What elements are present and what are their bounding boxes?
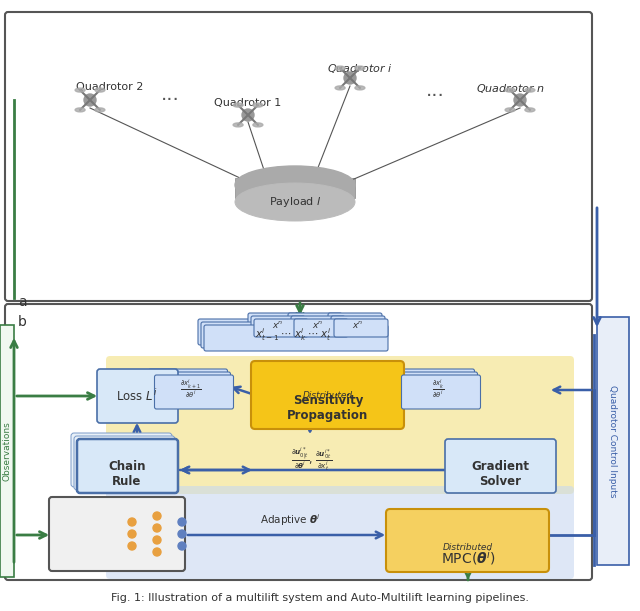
Ellipse shape [525,88,535,92]
FancyBboxPatch shape [291,316,345,334]
Text: Quadrotor 2: Quadrotor 2 [76,82,144,92]
Text: Chain
Rule: Chain Rule [108,460,146,488]
Ellipse shape [505,88,515,92]
FancyBboxPatch shape [386,509,549,572]
Text: $\frac{\partial x_k^i}{\partial \theta^i}$: $\frac{\partial x_k^i}{\partial \theta^i… [432,378,444,400]
Text: $x^n$: $x^n$ [272,320,284,331]
FancyBboxPatch shape [445,439,556,493]
Ellipse shape [335,86,345,90]
FancyBboxPatch shape [204,325,388,351]
FancyBboxPatch shape [294,319,348,337]
FancyBboxPatch shape [251,316,305,334]
FancyBboxPatch shape [198,319,382,345]
Text: $x^n$: $x^n$ [352,320,364,331]
Text: Quadrotor $n$: Quadrotor $n$ [476,82,545,95]
Text: ...: ... [426,81,444,100]
Text: Gradient
Solver: Gradient Solver [482,447,518,467]
Ellipse shape [95,108,105,112]
FancyBboxPatch shape [71,433,172,487]
FancyBboxPatch shape [148,369,227,403]
Ellipse shape [233,103,243,107]
Circle shape [128,542,136,550]
Circle shape [178,518,186,526]
Ellipse shape [505,108,515,112]
Ellipse shape [525,108,535,112]
Ellipse shape [355,66,365,70]
Circle shape [242,109,254,121]
Ellipse shape [355,86,365,90]
Text: Observations: Observations [3,421,12,481]
FancyBboxPatch shape [334,319,388,337]
Ellipse shape [253,123,263,127]
FancyBboxPatch shape [74,436,175,490]
Text: Gradient
Solver: Gradient Solver [471,460,529,488]
Text: Fig. 1: Illustration of a multilift system and Auto-Multilift learning pipelines: Fig. 1: Illustration of a multilift syst… [111,593,529,603]
FancyBboxPatch shape [288,313,342,331]
Ellipse shape [335,66,345,70]
Text: a: a [18,295,27,309]
Text: Loss $L^i$: Loss $L^i$ [116,388,157,404]
Ellipse shape [95,88,105,92]
Text: $x_{t-1}^i \;\cdots\; x_k^i \;\cdots\; x_t^i$: $x_{t-1}^i \;\cdots\; x_k^i \;\cdots\; x… [255,327,332,343]
Text: Sensitivity
Propagation: Sensitivity Propagation [287,394,369,422]
FancyBboxPatch shape [254,319,308,337]
Circle shape [178,530,186,538]
FancyBboxPatch shape [49,497,185,571]
Text: Distributed: Distributed [303,390,353,400]
FancyBboxPatch shape [399,372,477,406]
Ellipse shape [75,108,85,112]
FancyBboxPatch shape [152,372,230,406]
FancyBboxPatch shape [77,439,178,493]
Circle shape [153,512,161,520]
FancyBboxPatch shape [331,316,385,334]
FancyBboxPatch shape [0,325,14,577]
Circle shape [178,542,186,550]
Circle shape [153,524,161,532]
FancyBboxPatch shape [396,369,474,403]
Circle shape [153,536,161,544]
FancyBboxPatch shape [97,369,178,423]
FancyBboxPatch shape [5,12,592,301]
Text: Quadrotor Control Inputs: Quadrotor Control Inputs [609,385,618,497]
Circle shape [344,72,356,84]
Circle shape [84,94,96,106]
Ellipse shape [235,183,355,221]
FancyBboxPatch shape [235,178,355,198]
Ellipse shape [233,123,243,127]
Circle shape [153,548,161,556]
Circle shape [128,530,136,538]
Text: Quadrotor 1: Quadrotor 1 [214,98,282,108]
FancyBboxPatch shape [106,486,574,579]
Ellipse shape [235,166,355,204]
FancyBboxPatch shape [401,375,481,409]
Text: Quadrotor $i$: Quadrotor $i$ [327,62,393,75]
FancyBboxPatch shape [597,317,629,565]
FancyBboxPatch shape [248,313,302,331]
Circle shape [514,94,526,106]
Circle shape [128,518,136,526]
Text: Payload $l$: Payload $l$ [269,195,321,209]
Text: Distributed: Distributed [443,544,493,552]
Text: ...: ... [161,86,179,104]
FancyBboxPatch shape [106,356,574,494]
FancyBboxPatch shape [251,361,404,429]
Text: $\mathrm{MPC}(\boldsymbol{\theta}^i)$: $\mathrm{MPC}(\boldsymbol{\theta}^i)$ [441,549,495,568]
FancyBboxPatch shape [5,304,592,580]
Text: $\frac{\partial x_{k+1}^i}{\partial \theta^i}$: $\frac{\partial x_{k+1}^i}{\partial \the… [180,378,202,400]
FancyBboxPatch shape [328,313,382,331]
FancyBboxPatch shape [154,375,234,409]
Text: b: b [18,315,27,329]
Text: $\frac{\partial \boldsymbol{u}_{0|t}^{i*}}{\partial \boldsymbol{\theta}^i}$, $\f: $\frac{\partial \boldsymbol{u}_{0|t}^{i*… [291,447,333,474]
Text: Adaptive $\boldsymbol{\theta}^i$: Adaptive $\boldsymbol{\theta}^i$ [260,512,320,528]
Text: $x^n$: $x^n$ [312,320,324,331]
Ellipse shape [253,103,263,107]
FancyBboxPatch shape [201,322,385,348]
Ellipse shape [75,88,85,92]
